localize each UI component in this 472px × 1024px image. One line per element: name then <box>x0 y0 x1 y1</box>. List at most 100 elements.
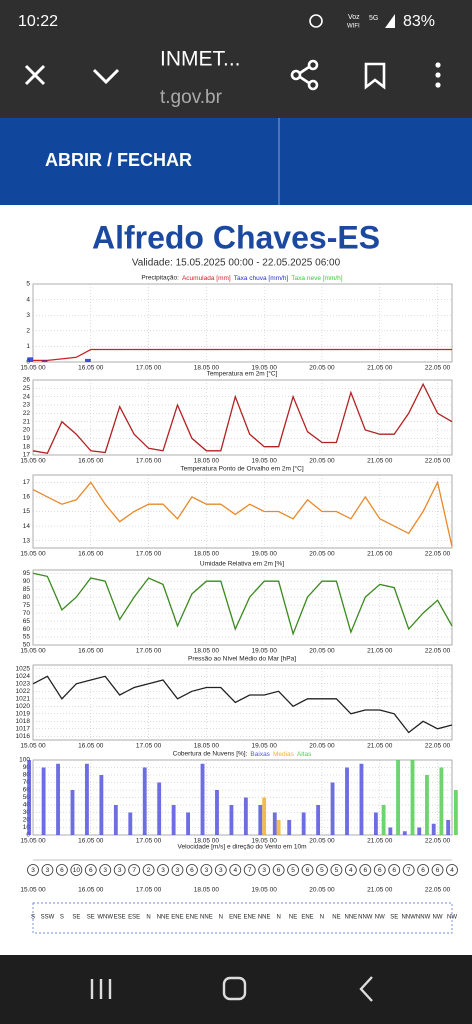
x-tick-label: 15.05 00 <box>20 838 46 845</box>
chart-title: Umidade Relativa em 2m [%] <box>200 561 284 568</box>
x-tick-label: 22.05 00 <box>425 887 451 894</box>
wind-speed: 5 <box>291 867 295 874</box>
series-line <box>32 382 453 455</box>
chart-title: Cobertura de Nuvens [%]: Baixas Medias Alta… <box>173 751 312 758</box>
wind-marker <box>402 864 415 876</box>
chart-title: Temperatura Ponto de Orvalho em 2m [°C] <box>180 465 303 473</box>
x-tick-label: 20.05 00 <box>309 838 335 845</box>
bar <box>402 831 407 835</box>
close-button[interactable] <box>24 64 46 86</box>
y-tick-label: 70 <box>23 779 31 786</box>
wind-direction: ESE <box>128 915 140 921</box>
y-tick-label: 20 <box>23 817 31 824</box>
wind-marker <box>70 864 83 876</box>
back-button[interactable] <box>359 976 373 1002</box>
wind-speed: 7 <box>132 867 136 874</box>
wind-direction: N <box>320 915 324 921</box>
plot-frame <box>32 569 453 646</box>
bar <box>56 763 60 835</box>
wind-direction: NNW <box>401 915 416 921</box>
wind-speed: 5 <box>335 867 339 874</box>
wind-marker <box>99 864 112 876</box>
x-tick-label: 20.05 00 <box>309 648 335 655</box>
wind-speed: 3 <box>46 867 50 874</box>
validity: Validade: 15.05.2025 00:00 - 22.05.2025 … <box>132 258 341 269</box>
toggle-button[interactable]: ABRIR / FECHAR <box>45 150 192 170</box>
y-tick-label: 1019 <box>16 710 31 717</box>
wind-marker <box>316 864 328 876</box>
x-tick-label: 16.05 00 <box>78 551 104 558</box>
wind-marker <box>41 864 54 876</box>
network: 5G <box>369 15 378 22</box>
wind-speed: 6 <box>436 867 440 874</box>
wind-direction: ENE <box>244 915 256 921</box>
chart-title: Velocidade [m/s] e direção do Vento em 1… <box>178 844 307 851</box>
x-tick-label: 17.05 00 <box>136 838 162 845</box>
x-tick-label: 19.05 00 <box>252 458 278 465</box>
wind-marker <box>301 864 314 876</box>
wind-direction: NE <box>289 915 297 921</box>
wind-marker <box>431 864 444 876</box>
series-line <box>32 675 453 734</box>
y-tick-label: 22 <box>23 410 31 417</box>
wind-speed: 3 <box>118 867 122 874</box>
wind-direction: ENE <box>186 915 198 921</box>
wind-speed: 6 <box>421 867 425 874</box>
bookmark-button[interactable] <box>364 62 386 90</box>
clock: 10:22 <box>18 13 58 30</box>
bar <box>410 760 415 835</box>
y-tick-label: 1025 <box>16 665 31 672</box>
wind-direction: NNW <box>358 915 373 921</box>
x-tick-label: 16.05 00 <box>78 458 104 465</box>
x-tick-label: 21.05 00 <box>367 648 393 655</box>
wind-marker <box>229 864 242 876</box>
bar <box>359 763 364 835</box>
chart-title: Pressão ao Nível Médio do Mar [hPa] <box>188 656 296 663</box>
y-tick-label: 95 <box>23 570 31 577</box>
recents-button[interactable] <box>90 979 112 999</box>
wind-direction: ENE <box>229 915 241 921</box>
y-tick-label: 4 <box>26 296 30 303</box>
bar <box>431 823 436 835</box>
wind-marker <box>200 864 213 876</box>
y-tick-label: 65 <box>23 618 31 625</box>
x-tick-label: 22.05 00 <box>425 743 451 750</box>
wind-direction: N <box>219 915 223 921</box>
x-tick-label: 21.05 00 <box>367 551 393 558</box>
y-tick-label: 2 <box>26 328 30 335</box>
share-button[interactable] <box>290 59 319 91</box>
legend-entry: Altas <box>297 751 312 758</box>
wind-direction: S <box>31 915 35 921</box>
y-tick-label: 70 <box>23 610 31 617</box>
site-header <box>0 118 472 205</box>
expand-button[interactable] <box>92 68 120 85</box>
wind-marker <box>157 864 169 876</box>
bar <box>99 775 104 835</box>
nav-bar <box>0 955 472 1024</box>
wind-speed: 3 <box>176 867 180 874</box>
wind-speed: 4 <box>233 867 237 874</box>
bar <box>381 805 386 835</box>
wind-speed: 4 <box>450 867 454 874</box>
page-title-bar: INMET... <box>160 48 241 71</box>
menu-button[interactable] <box>435 62 441 88</box>
bar <box>229 805 234 835</box>
x-tick-label: 22.05 00 <box>425 648 451 655</box>
wind-speed: 7 <box>407 867 411 874</box>
y-tick-label: 16 <box>23 494 31 501</box>
y-tick-label: 0 <box>26 832 30 839</box>
x-tick-label: 20.05 00 <box>309 365 335 372</box>
series-line <box>32 572 453 636</box>
y-tick-label: 0 <box>26 359 30 366</box>
x-tick-label: 17.05 00 <box>136 551 162 558</box>
x-tick-label: 15.05 00 <box>20 743 46 750</box>
bar <box>171 805 176 835</box>
bar <box>388 827 393 835</box>
home-button[interactable] <box>222 976 247 1001</box>
wind-marker <box>214 864 227 876</box>
x-tick-label: 17.05 00 <box>136 458 162 465</box>
y-tick-label: 26 <box>23 377 31 384</box>
bar <box>330 782 335 835</box>
